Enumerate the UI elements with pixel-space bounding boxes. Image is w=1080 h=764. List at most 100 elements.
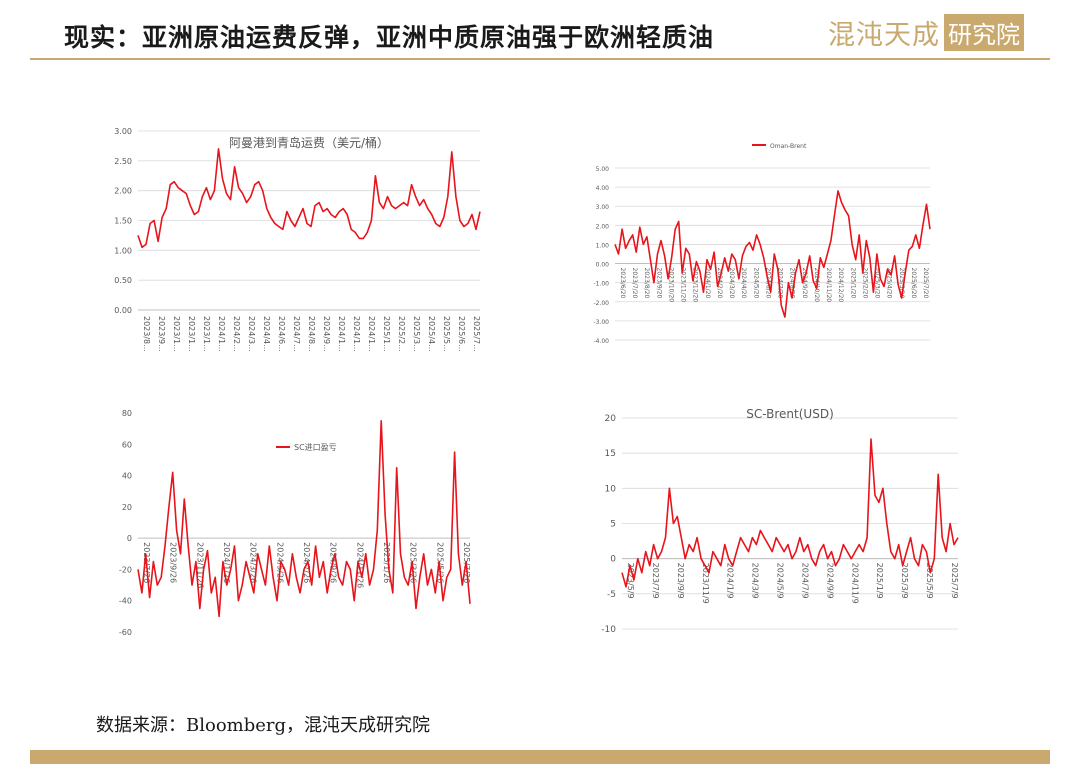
x-tick-label: 2025/2... xyxy=(397,316,406,352)
x-tick-label: 2025/3/9 xyxy=(900,563,909,599)
x-tick-label: 2024/8/20 xyxy=(789,268,796,299)
x-tick-label: 2024/8... xyxy=(307,316,316,352)
y-tick-label: 0 xyxy=(610,555,616,565)
y-tick-label: 0.50 xyxy=(114,276,132,285)
x-tick-label: 2024/1/20 xyxy=(704,268,711,299)
series-line xyxy=(137,148,481,249)
x-tick-label: 2024/11/20 xyxy=(825,268,832,303)
legend-label: SC进口盈亏 xyxy=(294,443,337,452)
x-tick-label: 2023/1... xyxy=(202,316,211,352)
x-tick-label: 2024/1... xyxy=(217,316,226,352)
x-tick-label: 2024/7/20 xyxy=(777,268,784,299)
x-tick-label: 2025/6/20 xyxy=(910,268,917,299)
legend-label: Oman-Brent xyxy=(770,143,807,150)
x-tick-label: 2023/11/20 xyxy=(680,268,687,303)
y-tick-label: 80 xyxy=(122,409,132,418)
y-tick-label: 4.00 xyxy=(596,185,610,192)
y-tick-label: 20 xyxy=(122,503,132,512)
x-tick-label: 2023/7/20 xyxy=(631,268,638,299)
x-tick-label: 2023/10/20 xyxy=(667,268,674,303)
x-tick-label: 2024/1... xyxy=(352,316,361,352)
y-tick-label: 3.00 xyxy=(114,127,132,136)
x-tick-label: 2024/3/20 xyxy=(728,268,735,299)
x-tick-label: 2023/11/26 xyxy=(195,542,204,588)
chart-title: SC-Brent(USD) xyxy=(746,407,834,421)
x-tick-label: 2024/9/20 xyxy=(801,268,808,299)
y-tick-label: 2.00 xyxy=(596,223,610,230)
logo-text: 混沌天成 xyxy=(828,19,940,51)
y-tick-label: 5.00 xyxy=(596,166,610,173)
chart-title: 阿曼港到青岛运费（美元/桶） xyxy=(229,135,389,150)
y-tick-label: 2.00 xyxy=(114,187,132,196)
series-line xyxy=(137,419,471,618)
x-tick-label: 2024/9... xyxy=(322,316,331,352)
x-tick-label: 2024/3/26 xyxy=(249,542,258,583)
x-tick-label: 2024/5/26 xyxy=(275,542,284,583)
y-tick-label: -40 xyxy=(119,597,132,606)
x-tick-label: 2024/6... xyxy=(277,316,286,352)
x-tick-label: 2025/5/9 xyxy=(925,563,934,599)
x-tick-label: 2023/5/9 xyxy=(626,563,635,599)
y-tick-label: 0 xyxy=(127,534,132,543)
x-tick-label: 2024/1... xyxy=(337,316,346,352)
x-tick-label: 2023/9/26 xyxy=(169,542,178,583)
x-tick-label: 2024/11/26 xyxy=(355,542,364,588)
y-tick-label: 5 xyxy=(610,520,616,530)
x-tick-label: 2025/4... xyxy=(427,316,436,352)
x-tick-label: 2023/1... xyxy=(172,316,181,352)
x-tick-label: 2024/7/9 xyxy=(800,563,809,599)
y-tick-label: 10 xyxy=(605,484,617,494)
x-tick-label: 2025/3/20 xyxy=(874,268,881,299)
x-tick-label: 2023/8... xyxy=(142,316,151,352)
x-tick-label: 2024/11/9 xyxy=(850,563,859,604)
x-tick-label: 2025/5... xyxy=(442,316,451,352)
x-tick-label: 2024/5/9 xyxy=(776,563,785,599)
y-tick-label: 15 xyxy=(605,449,616,459)
y-tick-label: 1.00 xyxy=(596,242,610,249)
logo-box: 研究院 xyxy=(944,13,1024,51)
data-source-note: 数据来源：Bloomberg，混沌天成研究院 xyxy=(96,715,431,736)
x-tick-label: 2024/2/20 xyxy=(716,268,723,299)
x-tick-label: 2024/5/20 xyxy=(752,268,759,299)
x-tick-label: 2024/3/9 xyxy=(751,563,760,599)
x-tick-label: 2023/1... xyxy=(187,316,196,352)
y-tick-label: 60 xyxy=(122,440,132,449)
y-tick-label: 40 xyxy=(122,472,132,481)
x-tick-label: 2023/6/20 xyxy=(619,268,626,299)
y-tick-label: -4.00 xyxy=(593,338,609,345)
x-tick-label: 2025/6... xyxy=(457,316,466,352)
x-tick-label: 2024/3... xyxy=(247,316,256,352)
x-tick-label: 2025/1/9 xyxy=(875,563,884,599)
x-tick-label: 2023/11/9 xyxy=(701,563,710,604)
y-tick-label: 1.00 xyxy=(114,246,132,255)
series-line xyxy=(614,190,931,318)
x-tick-label: 2025/1/26 xyxy=(382,542,391,583)
y-tick-label: 0.00 xyxy=(596,262,610,269)
x-tick-label: 2024/1... xyxy=(367,316,376,352)
x-tick-label: 2023/9/9 xyxy=(676,563,685,599)
y-tick-label: -3.00 xyxy=(593,319,609,326)
x-tick-label: 2023/9/20 xyxy=(655,268,662,299)
y-tick-label: 1.50 xyxy=(114,217,132,226)
y-tick-label: -20 xyxy=(119,565,132,574)
x-tick-label: 2025/3/26 xyxy=(409,542,418,583)
x-tick-label: 2023/12/20 xyxy=(692,268,699,303)
y-tick-label: -1.00 xyxy=(593,281,609,288)
y-tick-label: -10 xyxy=(601,625,616,635)
x-tick-label: 2025/5/20 xyxy=(898,268,905,299)
y-tick-label: 2.50 xyxy=(114,157,132,166)
x-tick-label: 2025/7/9 xyxy=(950,563,959,599)
x-tick-label: 2023/9... xyxy=(157,316,166,352)
x-tick-label: 2024/2... xyxy=(232,316,241,352)
x-tick-label: 2024/4/20 xyxy=(740,268,747,299)
page-title: 现实：亚洲原油运费反弹，亚洲中质原油强于欧洲轻质油 xyxy=(64,23,715,52)
x-tick-label: 2023/7/9 xyxy=(651,563,660,599)
x-tick-label: 2025/1... xyxy=(382,316,391,352)
x-tick-label: 2024/1/26 xyxy=(222,542,231,583)
x-tick-label: 2024/7... xyxy=(292,316,301,352)
x-tick-label: 2025/4/20 xyxy=(886,268,893,299)
y-tick-label: 3.00 xyxy=(596,204,610,211)
x-tick-label: 2025/1/20 xyxy=(849,268,856,299)
x-tick-label: 2025/2/20 xyxy=(861,268,868,299)
